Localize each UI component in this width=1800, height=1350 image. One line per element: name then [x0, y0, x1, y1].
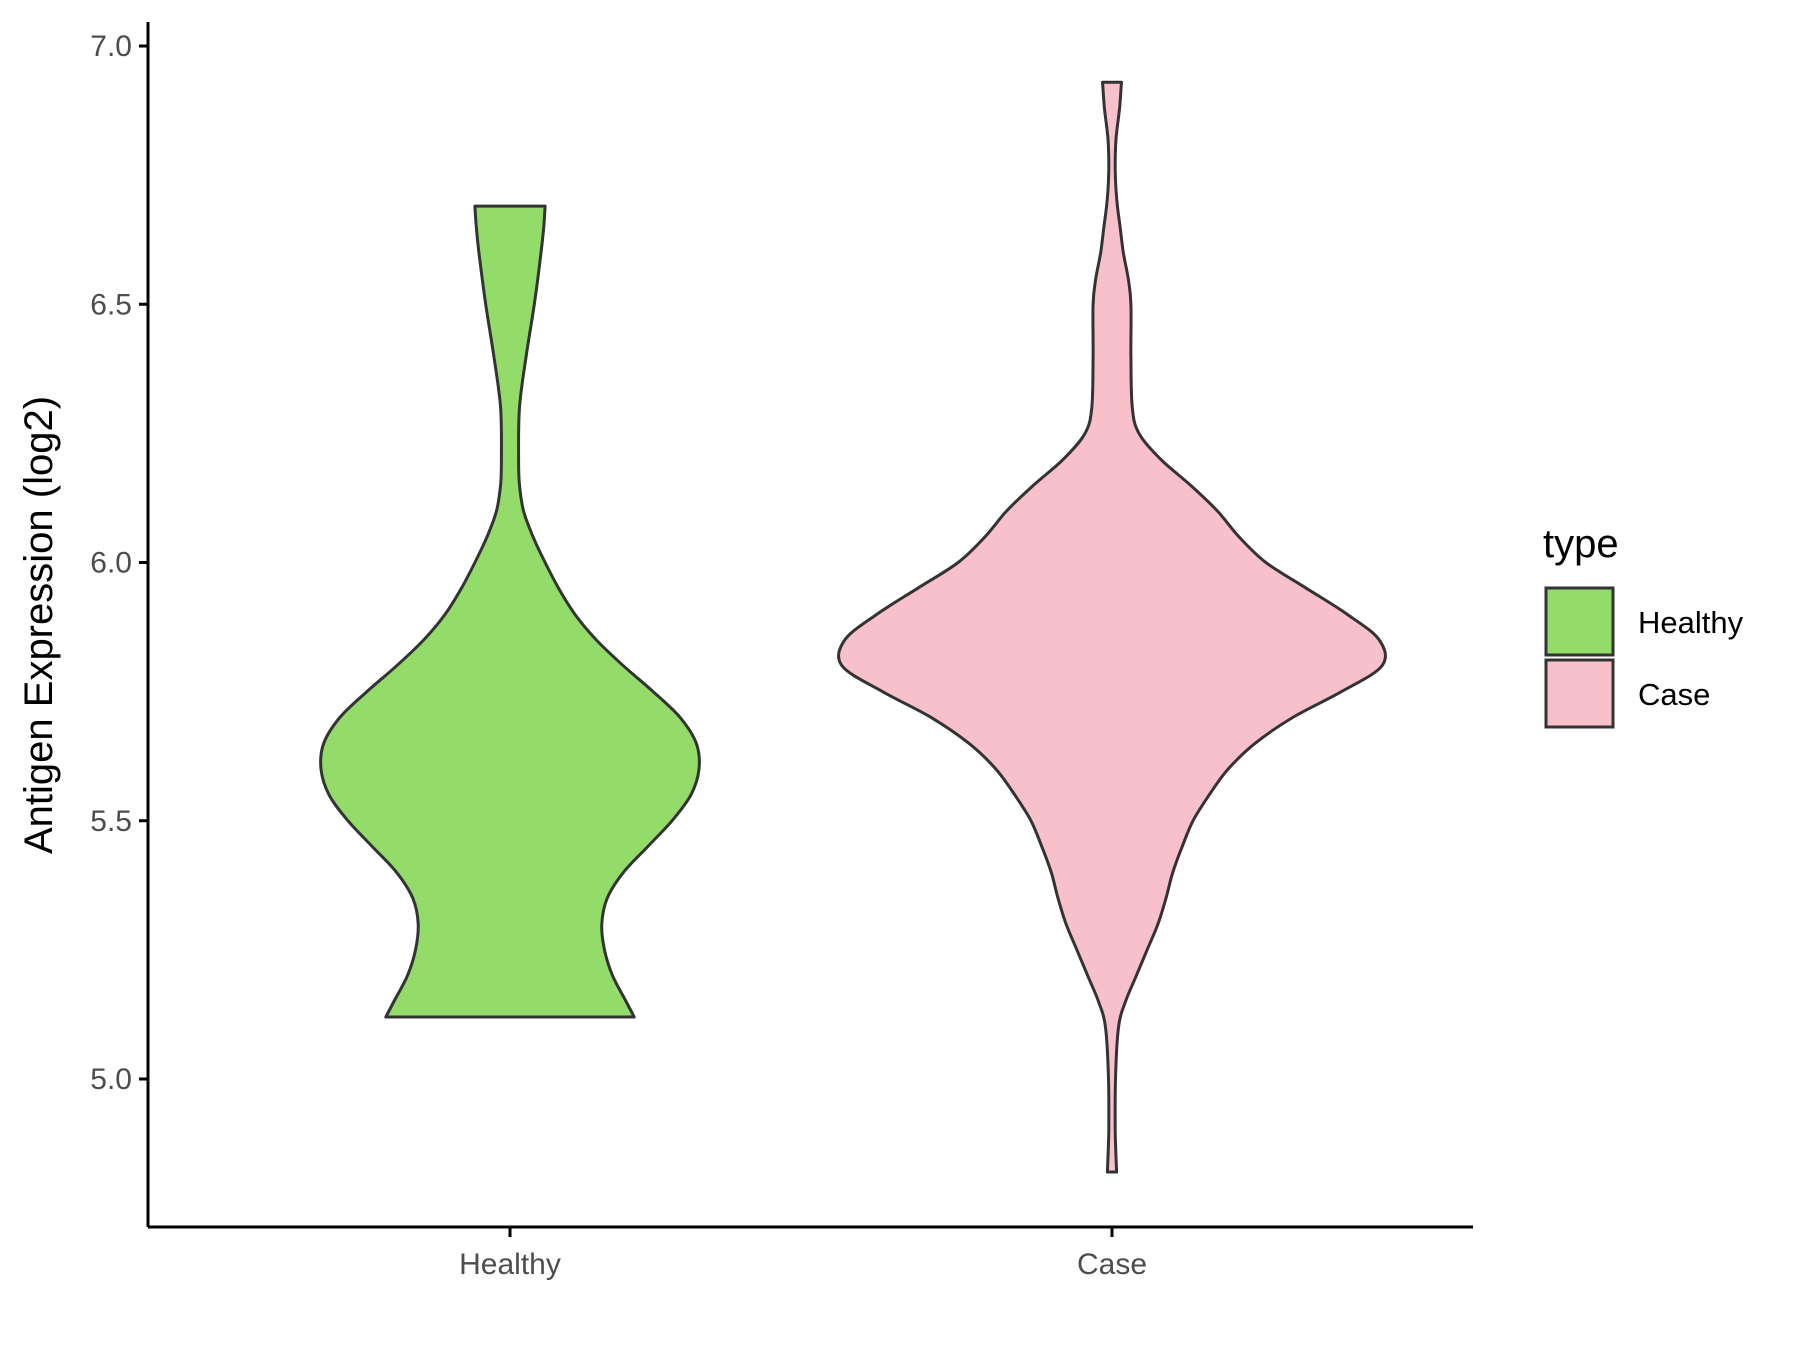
legend-label-healthy: Healthy [1638, 605, 1744, 640]
x-tick-label-healthy: Healthy [459, 1248, 561, 1281]
x-axis-ticks: Healthy Case [459, 1227, 1147, 1281]
y-tick-label: 6.5 [90, 288, 132, 321]
legend-items: Healthy Case [1544, 586, 1744, 729]
y-tick-label: 5.5 [90, 805, 132, 838]
legend-label-case: Case [1638, 677, 1710, 712]
y-tick-label: 5.0 [90, 1063, 132, 1096]
violin-layer [319, 80, 1387, 1174]
y-tick-label: 7.0 [90, 30, 132, 63]
y-tick-label: 6.0 [90, 547, 132, 580]
violin-healthy [319, 204, 701, 1019]
y-axis-ticks: 5.0 5.5 6.0 6.5 7.0 [90, 30, 148, 1096]
legend-key-healthy [1544, 586, 1615, 657]
violin-case [837, 80, 1387, 1174]
axes: 5.0 5.5 6.0 6.5 7.0 Healthy Case [90, 22, 1473, 1281]
y-axis-title: Antigen Expression (log2) [17, 396, 61, 854]
legend-title: type [1543, 522, 1619, 566]
x-tick-label-case: Case [1077, 1248, 1147, 1281]
legend: type Healthy Case [1543, 522, 1744, 729]
legend-key-case [1544, 658, 1615, 729]
